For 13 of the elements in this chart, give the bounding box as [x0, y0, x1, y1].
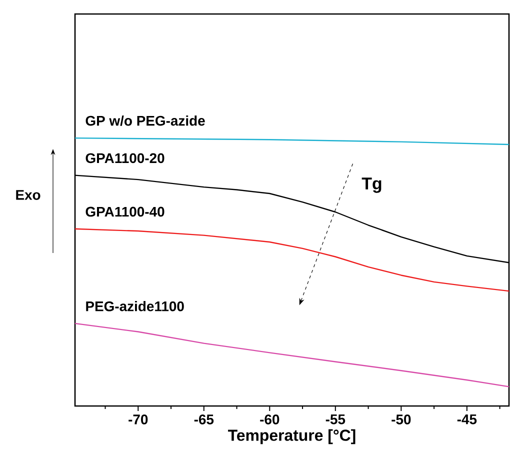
- y-axis-title: Exo: [16, 190, 40, 200]
- x-tick-label: -65: [194, 414, 214, 424]
- x-tick-label: -45: [457, 414, 477, 424]
- series-label: GP w/o PEG-azide: [86, 115, 205, 126]
- x-tick-label: -55: [326, 414, 346, 424]
- x-tick-label: -50: [392, 414, 411, 424]
- series-label: PEG-azide1100: [86, 301, 184, 312]
- x-tick-label: -60: [260, 414, 280, 424]
- x-tick-label: -70: [128, 414, 148, 424]
- legend-label: GPA1100-20: [86, 153, 164, 164]
- annotation: Tg: [362, 178, 382, 193]
- series-label: GPA1100-40: [86, 206, 164, 217]
- x-axis-title: Temperature [°C]: [228, 429, 356, 444]
